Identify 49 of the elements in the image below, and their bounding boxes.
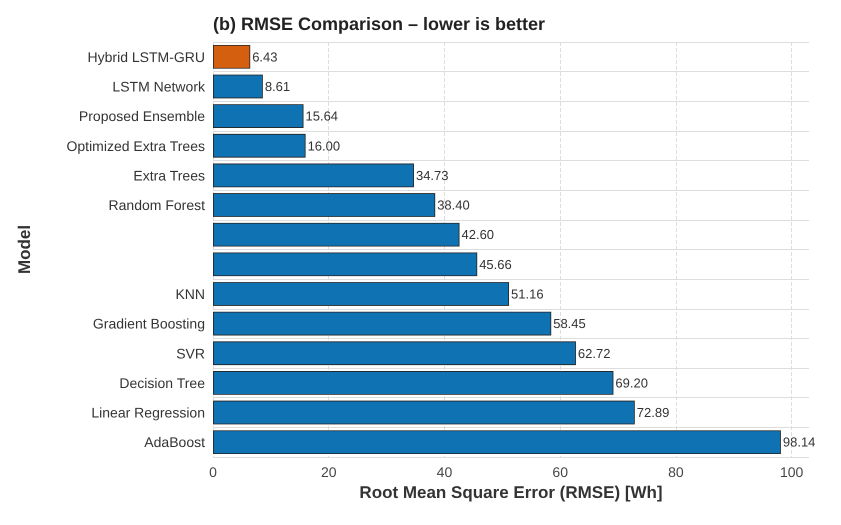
- y-axis-title: Model: [15, 224, 34, 274]
- y-tick-label: Optimized Extra Trees: [66, 138, 205, 154]
- data-label: 58.45: [553, 316, 586, 332]
- data-label: 42.60: [462, 227, 494, 242]
- bar: [213, 400, 635, 424]
- bar: [213, 193, 436, 217]
- x-axis-title: Root Mean Square Error (RMSE) [Wh]: [359, 482, 663, 502]
- data-label: 72.89: [636, 405, 670, 420]
- y-tick-label: Gradient Boosting: [92, 316, 205, 332]
- data-label: 69.20: [615, 375, 648, 390]
- y-tick-label: Linear Regression: [91, 404, 205, 421]
- y-tick-label: LSTM Network: [112, 78, 206, 94]
- bar: [213, 371, 614, 395]
- y-tick-label: Proposed Ensemble: [78, 108, 206, 124]
- bar: [213, 222, 460, 247]
- bar: [213, 312, 552, 336]
- bar: [213, 164, 414, 188]
- data-label: 6.43: [252, 49, 278, 64]
- y-tick-label: Hybrid LSTM-GRU: [88, 48, 205, 65]
- x-tick-label: 80: [668, 464, 684, 480]
- bar: [213, 44, 250, 69]
- bar: [213, 430, 781, 454]
- x-tick-label: 20: [320, 464, 337, 480]
- y-tick-label: AdaBoost: [144, 434, 206, 450]
- data-label: 34.73: [416, 168, 449, 183]
- bar: [213, 104, 304, 128]
- x-tick-label: 100: [780, 464, 804, 480]
- data-label: 45.66: [479, 256, 512, 272]
- data-label: 38.40: [437, 198, 470, 213]
- data-label: 16.00: [308, 138, 340, 154]
- bar: [213, 74, 263, 98]
- x-tick-label: 40: [436, 464, 452, 480]
- y-tick-label: Random Forest: [108, 197, 206, 214]
- x-tick-label: 0: [209, 464, 218, 480]
- data-label: 62.72: [578, 346, 610, 361]
- bar: [213, 282, 510, 306]
- y-tick-label: Extra Trees: [133, 167, 205, 184]
- data-label: 51.16: [511, 286, 544, 302]
- bar: [213, 252, 478, 276]
- data-label: 98.14: [782, 434, 816, 450]
- x-tick-label: 60: [552, 464, 568, 480]
- data-label: 8.61: [264, 78, 290, 94]
- chart-title: (b) RMSE Comparison – lower is better: [213, 14, 546, 34]
- bar: [213, 134, 306, 158]
- y-tick-label: Decision Tree: [119, 374, 206, 391]
- y-tick-label: SVR: [176, 345, 205, 362]
- bar: [213, 341, 576, 366]
- y-tick-label: KNN: [175, 286, 205, 302]
- data-label: 15.64: [306, 108, 338, 124]
